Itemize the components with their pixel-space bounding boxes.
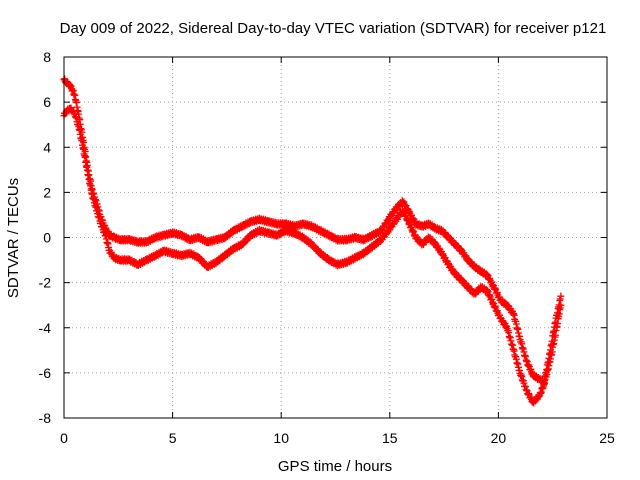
x-tick-label: 25 (599, 430, 615, 446)
y-tick-label: -2 (39, 275, 52, 291)
x-axis-label: GPS time / hours (278, 458, 392, 475)
x-tick-label: 20 (491, 430, 507, 446)
y-tick-label: 2 (43, 184, 51, 200)
x-tick-label: 5 (169, 430, 177, 446)
x-tick-label: 15 (382, 430, 398, 446)
y-tick-label: 0 (43, 230, 51, 246)
y-tick-label: -8 (39, 410, 52, 426)
x-tick-label: 10 (273, 430, 289, 446)
series-upper-trace (60, 75, 565, 387)
x-tick-label: 0 (60, 430, 68, 446)
y-tick-label: 8 (43, 49, 51, 65)
y-tick-label: -4 (39, 320, 52, 336)
data-points (60, 75, 565, 407)
y-tick-label: 4 (43, 139, 51, 155)
y-tick-label: -6 (39, 365, 52, 381)
y-axis-label: SDTVAR / TECUs (5, 178, 22, 298)
y-tick-label: 6 (43, 94, 51, 110)
data-point (557, 301, 565, 309)
data-point (557, 292, 565, 300)
chart-title: Day 009 of 2022, Sidereal Day-to-day VTE… (60, 20, 607, 37)
series-lower-trace (60, 104, 565, 407)
